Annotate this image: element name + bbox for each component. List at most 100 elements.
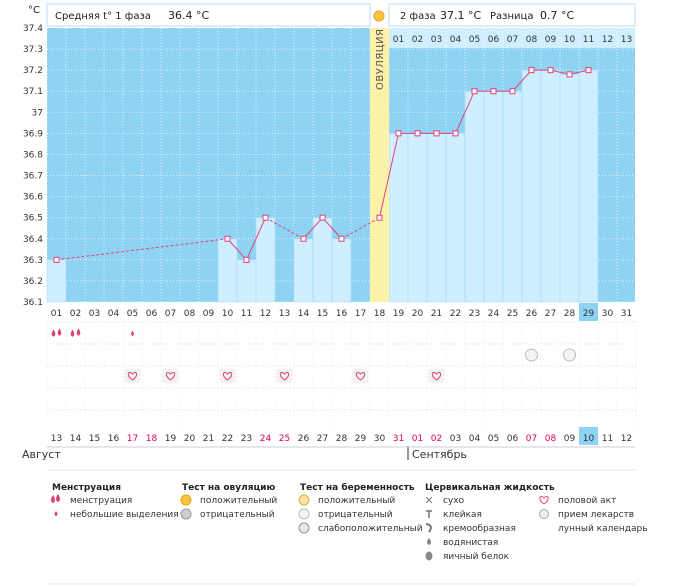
heart-icon [355, 372, 366, 381]
calendar-date-label: 18 [146, 434, 158, 444]
temperature-segment [569, 69, 589, 75]
day-number-strip [389, 28, 635, 48]
cycle-day-labels: 01 02 03 04 05 06 07 08 09 10 11 12 13 14 15 16 17 18 19 20… [51, 303, 632, 321]
temperature-bar [578, 69, 599, 303]
calendar-date-label: 23 [241, 434, 252, 444]
ovulation-band [370, 28, 389, 302]
temperature-point [433, 130, 440, 137]
temperature-bar [483, 90, 504, 303]
legend-item-label: кремообразная [443, 524, 516, 534]
drop-double-icon-2 [56, 494, 60, 502]
y-tick-label: 36.7 [23, 172, 43, 182]
cycle-day-label: 29 [583, 309, 595, 319]
legend-item-label: сухо [443, 496, 465, 506]
calendar-date-label: 28 [336, 434, 348, 444]
pregnancy-weak-icon [298, 522, 310, 534]
legend-item-label: положительный [318, 496, 395, 506]
phase2-day-label: 03 [431, 35, 442, 45]
calendar-date-label: 19 [165, 434, 177, 444]
temperature-point [376, 214, 383, 221]
calendar-date-label: 31 [393, 434, 404, 444]
cycle-day-label: 15 [317, 309, 328, 319]
legend-group-title: Тест на беременность [300, 482, 415, 493]
calendar-date-label: 26 [298, 434, 310, 444]
calendar-date-label: 17 [127, 434, 138, 444]
cycle-day-label: 30 [602, 309, 614, 319]
legend-item-label: половой акт [558, 496, 616, 506]
temperature-point [471, 88, 478, 95]
y-tick-label: 36.2 [23, 277, 43, 287]
calendar-date-label: 29 [355, 434, 367, 444]
temperature-segment [512, 69, 532, 92]
cycle-day-label: 12 [260, 309, 271, 319]
temperature-bar [502, 90, 523, 303]
calendar-date-label: 13 [51, 434, 62, 444]
temperature-bar [464, 90, 485, 303]
heart-cell [276, 369, 293, 383]
pregnancy-positive-icon [298, 494, 310, 506]
y-tick-label: 37.3 [23, 45, 43, 55]
phase1-header-box [46, 3, 371, 27]
cycle-day-label: 03 [89, 309, 100, 319]
temperature-point [566, 71, 573, 78]
temperature-segment [322, 217, 342, 240]
phase2-day-label: 01 [393, 35, 404, 45]
ovulation-label: ОВУЛЯЦИЯ [375, 29, 386, 91]
heart-icon [279, 372, 290, 381]
cycle-day-label: 02 [70, 309, 81, 319]
temperature-segment [455, 91, 475, 134]
calendar-date-label: 06 [507, 434, 519, 444]
heart-cell [124, 369, 141, 383]
legend-item-label: положительный [200, 496, 277, 506]
cycle-day-label: 26 [526, 309, 538, 319]
temperature-bar [559, 74, 580, 303]
drop-icon [57, 328, 62, 336]
phase2-day-label: 08 [526, 35, 538, 45]
temperature-bar [255, 217, 276, 303]
y-tick-label: 36.8 [23, 150, 43, 160]
legend-group-title: Цервикальная жидкость [425, 483, 555, 493]
temperature-bar [293, 238, 314, 303]
symptom-rows [46, 321, 637, 428]
cycle-day-label: 07 [165, 309, 176, 319]
pregnancy-negative-icon [563, 348, 576, 362]
cycle-day-label: 25 [507, 309, 518, 319]
calendar-date-label: 21 [203, 434, 214, 444]
cycle-day-label: 14 [298, 309, 310, 319]
legend-group-title: Тест на овуляцию [182, 483, 275, 493]
calendar-date-label: 20 [184, 434, 196, 444]
phase1-value: 36.4 °C [168, 9, 209, 22]
temperature-bar [521, 69, 542, 303]
calendar-date-label: 10 [583, 434, 595, 444]
calendar-date-label: 02 [431, 434, 442, 444]
heart-icon [165, 372, 176, 381]
drop-icon [70, 329, 75, 337]
temperature-bar [426, 133, 447, 303]
calendar-date-label: 24 [260, 434, 272, 444]
phase2-day-labels: 01 02 03 04 05 06 07 08 09 10 11 12 13 [393, 35, 632, 45]
interpolated-segment [56, 238, 228, 261]
ovulation-positive-icon [180, 494, 192, 506]
legend-item-label: слабоположительный [318, 524, 423, 534]
cycle-day-label: 18 [374, 309, 386, 319]
cycle-day-label: 24 [488, 309, 500, 319]
cycle-day-label: 16 [336, 309, 348, 319]
drop-icon [51, 329, 56, 337]
legend-group-title: Менструация [52, 483, 121, 493]
heart-cell [352, 369, 369, 383]
cycle-day-label: 01 [51, 309, 62, 319]
temperature-point [585, 67, 592, 74]
calendar-date-label: 01 [412, 434, 423, 444]
phase2-header-box [388, 3, 636, 27]
temperature-bar [217, 238, 238, 303]
temperature-bar [407, 133, 428, 303]
legend-item-label: отрицательный [318, 510, 393, 520]
temperature-bar [236, 259, 257, 303]
legend-item-label: отрицательный [200, 510, 275, 520]
temperature-point [414, 130, 421, 137]
y-tick-label: 36.4 [23, 235, 43, 245]
today-date-highlight [579, 427, 598, 445]
cycle-day-label: 31 [621, 309, 632, 319]
pregnancy-negative-icon [298, 508, 310, 520]
